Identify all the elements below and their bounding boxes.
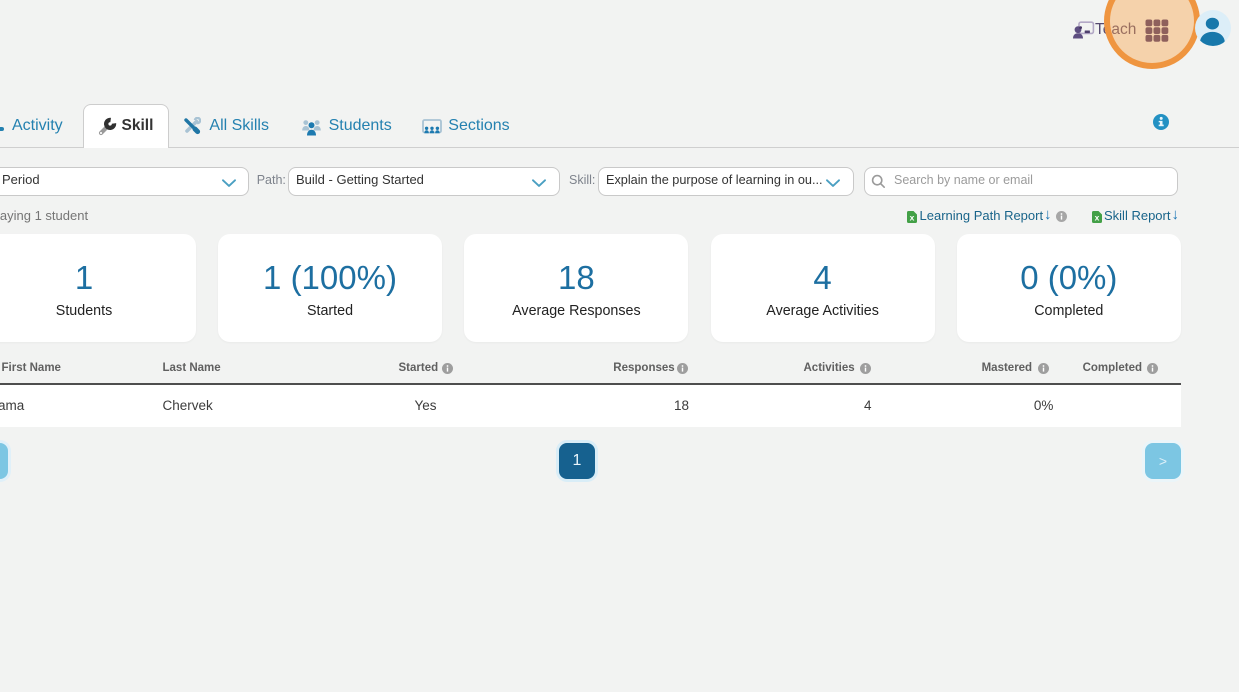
svg-text:x: x <box>1095 212 1100 222</box>
svg-text:x: x <box>910 212 915 222</box>
